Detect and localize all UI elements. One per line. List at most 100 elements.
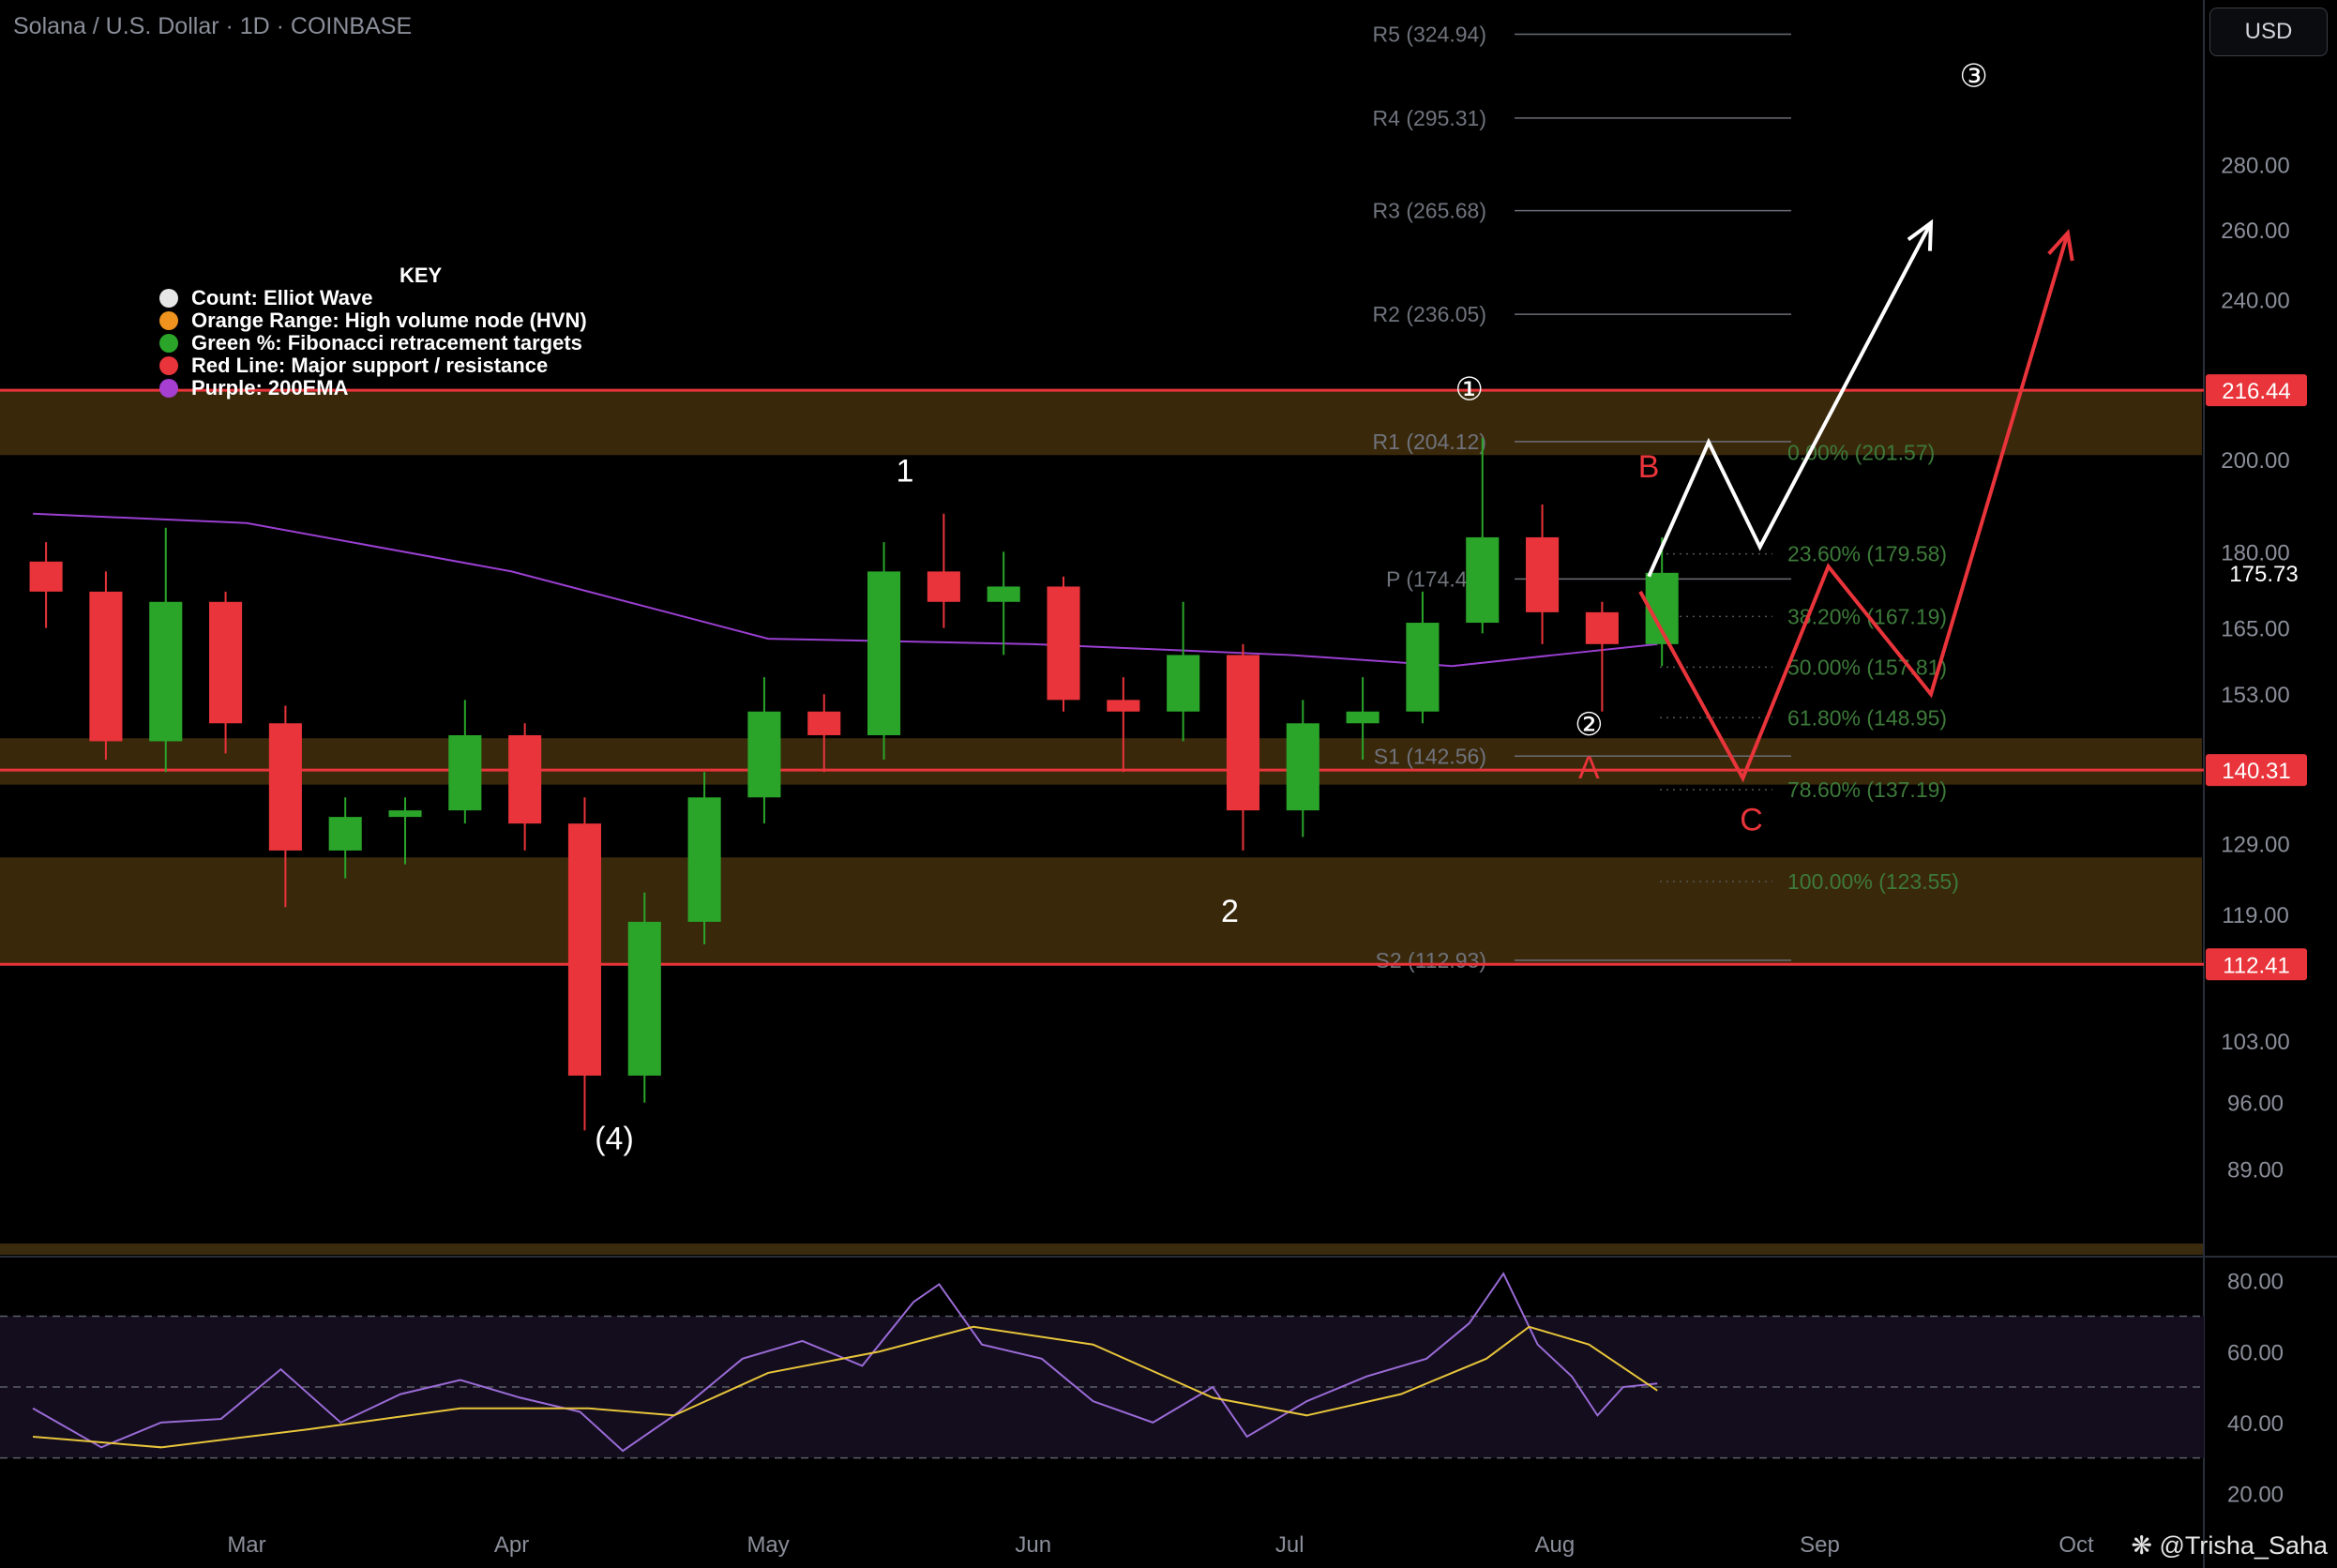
hvn-zone <box>0 738 2202 785</box>
wave-label: 2 <box>1221 894 1239 929</box>
key-dot-icon <box>159 311 178 330</box>
key-item: Count: Elliot Wave <box>159 287 685 309</box>
bearish-projection-path <box>1638 232 2070 783</box>
fib-label: 100.00% (123.55) <box>1787 869 1959 894</box>
rsi-tick-label: 40.00 <box>2227 1411 2284 1437</box>
candle-body <box>627 921 661 1076</box>
candle-body <box>328 817 362 851</box>
candle-body <box>448 734 482 811</box>
hvn-bottom-band <box>0 1244 2204 1255</box>
rsi-series-line <box>32 1325 1658 1449</box>
chart-title: Solana / U.S. Dollar · 1D · COINBASE <box>13 13 413 39</box>
key-dot-icon <box>159 289 178 308</box>
price-tick-label: 89.00 <box>2227 1157 2284 1183</box>
time-tick-label: Jun <box>1015 1532 1051 1558</box>
last-price-label: 175.73 <box>2229 562 2298 587</box>
bearish-arrow-head-icon <box>2047 228 2074 262</box>
key-item-label: Purple: 200EMA <box>191 376 349 400</box>
key-title: KEY <box>400 264 443 287</box>
candle-body <box>1047 586 1080 701</box>
price-tag-label: 216.44 <box>2222 379 2290 404</box>
pivot-label: R3 (265.68) <box>1373 199 1486 223</box>
key-item-label: Red Line: Major support / resistance <box>191 354 549 377</box>
pivot-label: R1 (204.12) <box>1373 430 1486 454</box>
time-tick-label: Jul <box>1275 1532 1304 1558</box>
candle-body <box>687 797 721 922</box>
candle-body <box>1466 536 1500 624</box>
wave-label: C <box>1740 802 1763 837</box>
key-dot-icon <box>159 379 178 398</box>
hvn-zone <box>0 857 2202 965</box>
time-tick-label: Aug <box>1535 1532 1576 1558</box>
price-tick-label: 165.00 <box>2221 617 2289 642</box>
tradingview-logo-icon: ❋ <box>2131 1531 2152 1560</box>
price-tick-label: 119.00 <box>2222 903 2289 928</box>
price-tag-label: 112.41 <box>2223 953 2290 978</box>
price-tag-bg <box>2206 948 2307 981</box>
fib-label: 50.00% (157.81) <box>1787 655 1947 679</box>
pivot-label: R2 (236.05) <box>1373 302 1486 326</box>
candle-body <box>867 571 901 735</box>
candle-body <box>149 601 183 742</box>
wave-label: B <box>1638 449 1660 485</box>
time-tick-label: Sep <box>1800 1532 1840 1558</box>
candle-body <box>508 734 542 824</box>
wave-label: ③ <box>1959 59 1987 95</box>
price-tick-label: 260.00 <box>2221 219 2289 244</box>
price-tick-label: 153.00 <box>2221 683 2289 708</box>
fib-label: 61.80% (148.95) <box>1787 705 1947 730</box>
rsi-series-line <box>32 1272 1658 1453</box>
price-tick-label: 240.00 <box>2221 289 2289 314</box>
rsi-band-fill <box>0 1316 2204 1458</box>
candle-body <box>1346 711 1380 724</box>
candle-body <box>268 723 302 851</box>
candle-body <box>1406 623 1440 712</box>
candle-body <box>1585 611 1619 644</box>
key-item: Green %: Fibonacci retracement targets <box>159 332 685 354</box>
candle-body <box>987 586 1020 602</box>
currency-button[interactable]: USD <box>2209 8 2328 56</box>
candle-body <box>1107 700 1140 712</box>
pivot-label: R5 (324.94) <box>1373 22 1486 46</box>
price-tick-label: 96.00 <box>2227 1092 2284 1117</box>
rsi-tick-label: 20.00 <box>2227 1482 2284 1507</box>
wave-label: 1 <box>897 454 914 490</box>
candle-body <box>388 810 422 818</box>
candle-body <box>89 591 123 742</box>
candle-body <box>567 823 602 1076</box>
pivot-label: S1 (142.56) <box>1374 744 1486 768</box>
time-tick-label: Mar <box>227 1532 265 1558</box>
wave-label: (4) <box>595 1122 634 1157</box>
wave-label: ① <box>1455 372 1483 408</box>
bullish-arrow-head-icon <box>1907 219 1934 251</box>
fib-label: 23.60% (179.58) <box>1787 542 1947 566</box>
candle-body <box>29 561 63 592</box>
price-tick-label: 200.00 <box>2221 448 2289 474</box>
fib-label: 78.60% (137.19) <box>1787 777 1947 802</box>
candle-body <box>1526 536 1560 612</box>
pivot-label: R4 (295.31) <box>1373 106 1486 130</box>
price-tag-label: 140.31 <box>2222 759 2290 784</box>
time-tick-label: May <box>746 1532 789 1558</box>
price-tick-label: 103.00 <box>2221 1030 2289 1055</box>
candle-body <box>1226 655 1260 811</box>
price-tick-label: 280.00 <box>2221 154 2289 179</box>
key-item: Orange Range: High volume node (HVN) <box>159 309 685 332</box>
price-tick-label: 129.00 <box>2221 833 2289 858</box>
key-item-label: Count: Elliot Wave <box>191 286 373 309</box>
candle-body <box>807 711 841 735</box>
wave-label: A <box>1578 750 1600 786</box>
candle-body <box>927 571 960 602</box>
candle-body <box>747 711 781 798</box>
key-item-label: Orange Range: High volume node (HVN) <box>191 309 587 332</box>
pivot-label: S2 (112.93) <box>1376 948 1486 972</box>
bullish-projection-path <box>1647 221 1933 578</box>
candle-body <box>209 601 243 724</box>
author-watermark: ❋ @Trisha_Saha <box>2131 1531 2328 1560</box>
time-tick-label: Oct <box>2058 1532 2094 1558</box>
rsi-tick-label: 80.00 <box>2227 1270 2284 1295</box>
time-tick-label: Apr <box>494 1532 529 1558</box>
key-item-label: Green %: Fibonacci retracement targets <box>191 331 582 354</box>
candle-body <box>1167 655 1200 712</box>
